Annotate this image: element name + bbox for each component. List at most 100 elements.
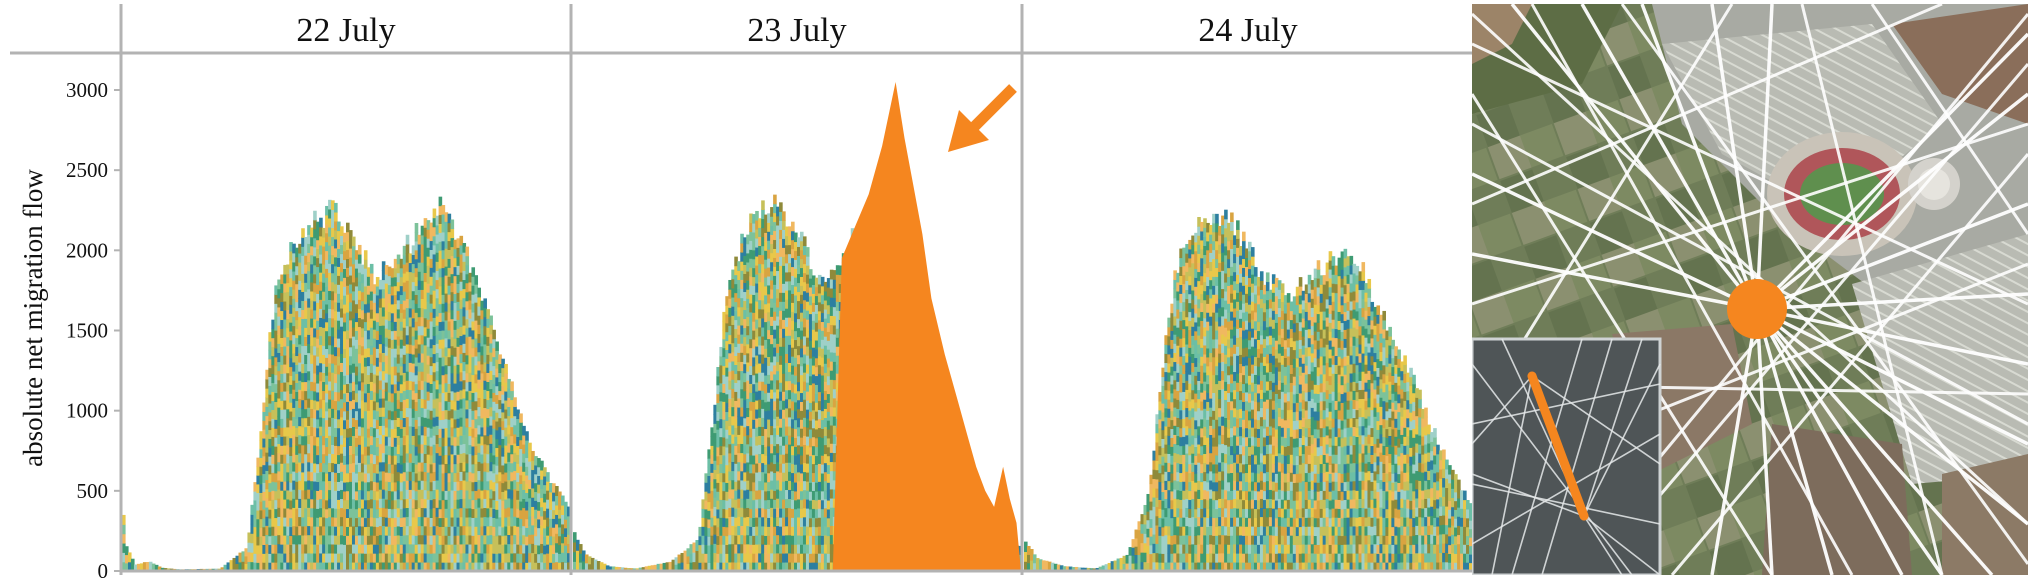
stack-cell: [829, 534, 834, 545]
stack-cell: [573, 551, 577, 562]
stack-cell: [319, 253, 323, 264]
stack-cell: [737, 543, 741, 554]
stack-cell: [310, 281, 314, 292]
stack-cell: [716, 473, 720, 483]
stack-cell: [737, 443, 741, 454]
stack-cell: [423, 299, 428, 310]
stack-cell: [381, 288, 386, 299]
stack-cell: [501, 473, 505, 484]
stack-cell: [555, 495, 559, 506]
stack-cell: [465, 318, 470, 329]
stack-cell: [381, 498, 386, 508]
stack-cell: [794, 383, 798, 394]
stack-cell: [313, 381, 317, 392]
stack-cell: [328, 525, 332, 536]
stack-cell: [734, 463, 738, 473]
stack-cell: [540, 525, 544, 535]
stack-cell: [767, 392, 771, 402]
stack-cell: [546, 553, 550, 563]
stack-cell: [722, 472, 726, 483]
stack-cell: [346, 428, 350, 438]
stack-cell: [519, 500, 523, 511]
stack-cell: [776, 379, 780, 390]
stack-cell: [381, 452, 386, 463]
stack-cell: [719, 544, 723, 554]
stack-cell: [337, 266, 341, 276]
stack-cell: [731, 516, 735, 526]
stack-cell: [471, 544, 476, 554]
stack-cell: [414, 249, 419, 260]
stack-cell: [814, 339, 819, 350]
stack-cell: [450, 534, 455, 545]
stack-cell: [426, 391, 431, 401]
stack-cell: [749, 276, 753, 286]
stack-cell: [369, 291, 374, 301]
stack-cell: [366, 463, 371, 474]
stack-cell: [402, 489, 407, 500]
stack-cell: [295, 337, 299, 348]
stack-cell: [378, 425, 383, 436]
stack-cell: [405, 325, 410, 336]
stack-cell: [414, 463, 419, 474]
stack-cell: [390, 277, 395, 287]
stack-cell: [474, 508, 479, 518]
stack-cell: [477, 415, 481, 426]
stack-cell: [402, 291, 407, 301]
stack-cell: [354, 526, 359, 536]
stack-cell: [773, 418, 777, 429]
stack-cell: [802, 552, 807, 563]
stack-cell: [737, 297, 741, 308]
stack-cell: [507, 406, 511, 417]
stack-cell: [743, 237, 747, 247]
stack-cell: [802, 471, 807, 482]
stack-cell: [402, 498, 407, 509]
stack-cell: [749, 338, 753, 349]
stack-cell: [411, 534, 416, 545]
stack-cell: [310, 498, 314, 509]
stack-cell: [322, 561, 326, 572]
stack-cell: [253, 508, 257, 519]
stack-cell: [710, 445, 714, 455]
stack-cell: [405, 434, 410, 445]
stack-cell: [447, 294, 452, 304]
stack-cell: [453, 427, 458, 438]
stack-cell: [773, 508, 777, 518]
stack-cell: [486, 390, 490, 401]
stack-cell: [823, 354, 828, 364]
stack-cell: [462, 406, 467, 417]
stack-cell: [378, 343, 383, 354]
stack-cell: [411, 308, 416, 319]
stack-cell: [399, 383, 404, 394]
stack-cell: [346, 499, 350, 510]
stack-cell: [375, 410, 380, 421]
stack-cell: [805, 481, 810, 491]
stack-cell: [331, 426, 335, 436]
stack-cell: [393, 401, 398, 412]
stack-cell: [725, 517, 729, 528]
stack-cell: [743, 273, 747, 284]
stack-cell: [334, 283, 338, 294]
stack-cell: [504, 507, 508, 518]
stack-cell: [791, 508, 795, 518]
stack-cell: [764, 490, 768, 501]
stack-cell: [749, 231, 753, 241]
stack-cell: [417, 234, 422, 245]
stack-cell: [402, 300, 407, 310]
stack-cell: [477, 461, 481, 472]
stack-cell: [752, 365, 756, 376]
stack-cell: [755, 526, 759, 536]
stack-cell: [417, 316, 422, 327]
stack-cell: [396, 317, 401, 328]
stack-cell: [441, 303, 446, 313]
stack-cell: [322, 227, 326, 238]
stack-cell: [814, 357, 819, 368]
stack-cell: [480, 516, 484, 527]
stack-cell: [707, 458, 711, 468]
stack-cell: [498, 498, 502, 509]
stack-cell: [366, 347, 371, 358]
stack-cell: [519, 448, 523, 458]
stack-cell: [710, 535, 714, 545]
stack-cell: [402, 245, 407, 256]
stack-cell: [805, 265, 810, 275]
stack-cell: [462, 279, 467, 290]
